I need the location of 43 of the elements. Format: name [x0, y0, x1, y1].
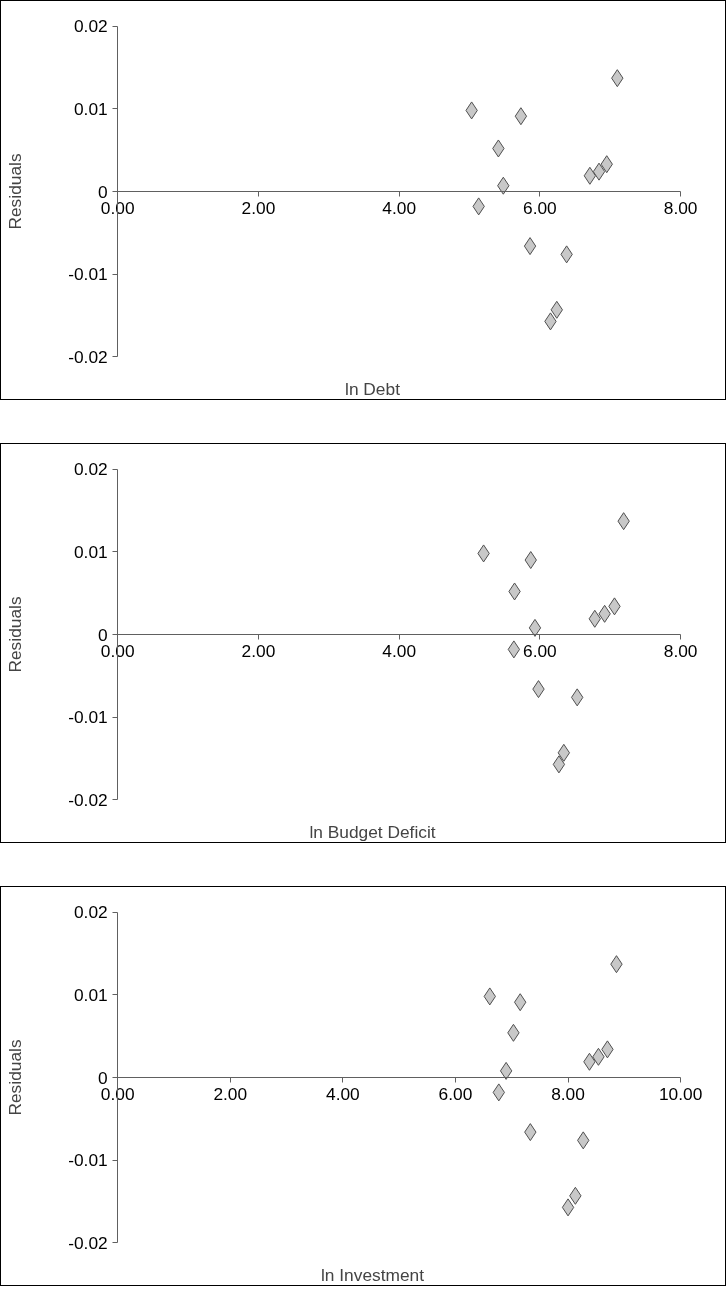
x-tick-label: 8.00 — [663, 197, 698, 218]
y-axis-title: Residuals — [4, 153, 25, 230]
y-tick-label: 0 — [98, 624, 108, 645]
point — [514, 107, 528, 126]
point — [592, 162, 606, 181]
x-tick-label: 6.00 — [438, 1083, 473, 1104]
y-tick-label: -0.01 — [68, 707, 108, 728]
x-tick-label: 2.00 — [241, 197, 276, 218]
y-tick-label: 0.02 — [73, 459, 108, 480]
y-tick-label: 0.02 — [73, 16, 108, 37]
y-tick-label: 0 — [98, 1067, 108, 1088]
point — [583, 166, 597, 185]
x-tick-label: 4.00 — [382, 197, 417, 218]
x-tick-label: 4.00 — [382, 640, 417, 661]
x-tick-label: 8.00 — [663, 640, 698, 661]
y-tick-label: -0.02 — [68, 346, 108, 367]
x-tick-label: 4.00 — [326, 1083, 360, 1104]
y-axis-title: Residuals — [4, 1039, 25, 1116]
y-tick-label: -0.01 — [68, 1150, 108, 1171]
x-tick-label: 6.00 — [523, 640, 557, 661]
y-tick-label: -0.02 — [68, 1232, 108, 1253]
point — [561, 1198, 575, 1217]
x-axis-title: ln Debt — [345, 378, 401, 399]
x-tick-label: 8.00 — [551, 1083, 585, 1104]
y-tick-label: -0.02 — [68, 789, 108, 810]
x-tick-label: 2.00 — [241, 640, 276, 661]
y-tick-label: 0.01 — [73, 98, 108, 119]
y-tick-label: 0.01 — [73, 541, 108, 562]
point — [507, 640, 521, 659]
x-axis-title: ln Budget Deficit — [309, 821, 436, 842]
point — [552, 755, 566, 774]
x-tick-label: 10.00 — [658, 1083, 703, 1104]
y-axis-title: Residuals — [4, 596, 25, 673]
x-axis-title: ln Investment — [320, 1264, 425, 1285]
y-tick-label: -0.01 — [68, 264, 108, 285]
y-tick-label: 0.02 — [73, 902, 108, 923]
y-tick-label: 0 — [98, 181, 108, 202]
x-tick-label: 6.00 — [523, 197, 557, 218]
point — [523, 237, 537, 256]
point — [528, 618, 542, 637]
x-tick-label: 2.00 — [213, 1083, 248, 1104]
point — [499, 1061, 513, 1080]
y-tick-label: 0.01 — [73, 984, 108, 1005]
